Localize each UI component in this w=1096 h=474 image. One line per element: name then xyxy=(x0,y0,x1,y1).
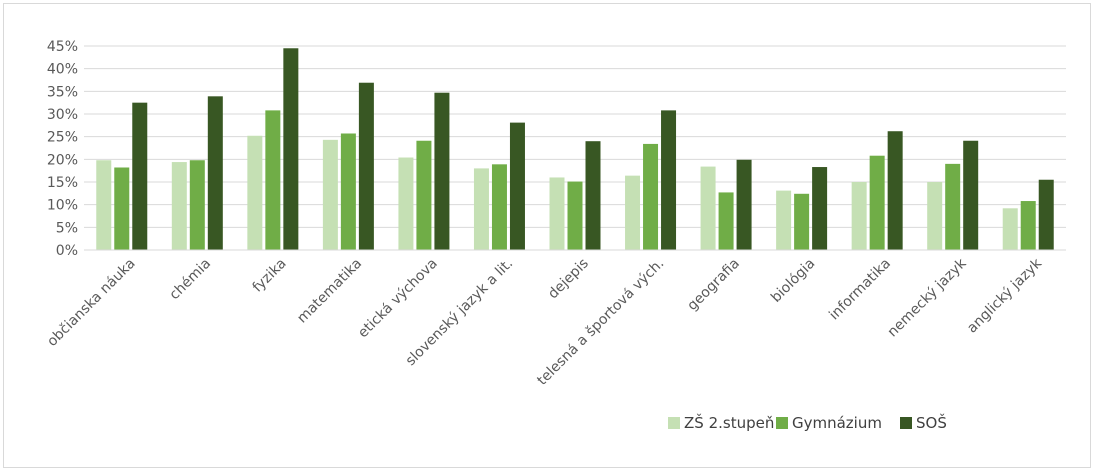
x-category-label: etická výchova xyxy=(355,256,441,342)
bar xyxy=(869,155,885,250)
x-category-label: nemecký jazyk xyxy=(885,255,970,340)
bar xyxy=(171,162,187,250)
bar xyxy=(851,182,867,250)
legend: ZŠ 2.stupeň Gymnázium SOŠ xyxy=(668,413,947,432)
bar xyxy=(945,163,961,250)
bar xyxy=(96,160,112,250)
bar xyxy=(963,140,979,250)
bar xyxy=(283,48,299,251)
y-tick-label: 25% xyxy=(47,130,78,146)
bar xyxy=(322,139,338,250)
x-category-label: fyzika xyxy=(250,256,290,296)
bar xyxy=(625,175,641,250)
legend-swatch xyxy=(900,417,912,429)
bar xyxy=(1038,179,1054,250)
x-category-label: občianska náuka xyxy=(44,256,138,350)
x-category-label: geografia xyxy=(684,256,742,314)
bar xyxy=(1020,201,1036,250)
bar xyxy=(340,133,356,250)
bar xyxy=(567,181,583,250)
legend-label: Gymnázium xyxy=(792,414,882,432)
y-tick-label: 0% xyxy=(56,243,78,259)
x-category-label: dejepis xyxy=(545,256,592,303)
legend-swatch xyxy=(776,417,788,429)
x-axis-categories: občianska náuka chémia fyzika matematikaeti… xyxy=(44,255,1045,389)
bar xyxy=(700,166,716,250)
x-category-label: biológia xyxy=(768,256,818,306)
bar xyxy=(398,157,414,250)
y-tick-label: 20% xyxy=(47,152,78,168)
bar xyxy=(358,82,374,250)
bar xyxy=(132,102,148,251)
x-category-label: chémia xyxy=(167,256,215,304)
bar xyxy=(1002,208,1018,250)
bar xyxy=(114,167,130,250)
bar xyxy=(473,168,489,250)
bar xyxy=(189,160,205,250)
bar xyxy=(643,143,659,250)
y-axis-ticks: 0% 5% 10% 15% 20% 25% 30% 35% 40% 45% xyxy=(47,39,78,259)
bars xyxy=(96,48,1054,251)
y-tick-label: 5% xyxy=(56,220,78,236)
bar xyxy=(776,190,792,250)
bar xyxy=(549,177,565,250)
bar xyxy=(207,96,223,250)
y-tick-label: 10% xyxy=(47,198,78,214)
y-tick-label: 30% xyxy=(47,107,78,123)
x-category-label: telesná a športová vých. xyxy=(534,256,667,389)
legend-label: SOŠ xyxy=(916,413,947,432)
bar xyxy=(927,182,943,250)
bar xyxy=(509,122,525,250)
y-tick-label: 40% xyxy=(47,62,78,78)
bar xyxy=(434,92,450,251)
bar xyxy=(794,193,810,250)
y-tick-label: 45% xyxy=(47,39,78,55)
bar xyxy=(585,141,601,250)
bar xyxy=(416,140,432,250)
bar xyxy=(661,110,677,250)
x-category-label: anglický jazyk xyxy=(964,255,1046,337)
bar xyxy=(718,192,734,250)
bar xyxy=(736,159,752,250)
x-category-label: matematika xyxy=(294,256,365,327)
bar xyxy=(265,110,281,250)
x-category-label: informatika xyxy=(826,256,894,324)
bar xyxy=(491,164,507,250)
bar xyxy=(887,131,903,250)
legend-label: ZŠ 2.stupeň xyxy=(684,413,774,432)
legend-swatch xyxy=(668,417,680,429)
y-tick-label: 35% xyxy=(47,84,78,100)
y-tick-label: 15% xyxy=(47,175,78,191)
bar xyxy=(247,135,263,250)
bar xyxy=(812,167,828,250)
